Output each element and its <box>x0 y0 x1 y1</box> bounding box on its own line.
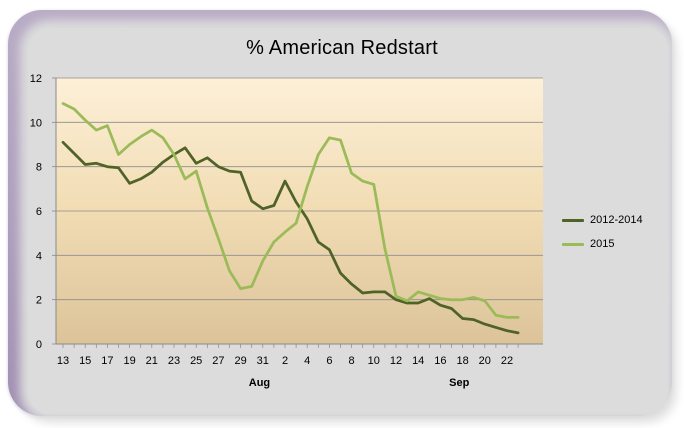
x-tick-label: 22 <box>501 355 513 367</box>
x-tick-label: 20 <box>479 355 491 367</box>
x-tick-label: 25 <box>190 355 202 367</box>
x-tick-label: 15 <box>79 355 91 367</box>
x-tick-label: 21 <box>146 355 158 367</box>
x-tick-label: 10 <box>368 355 380 367</box>
x-tick-label: 14 <box>412 355 424 367</box>
x-month-label: Aug <box>249 377 270 389</box>
x-tick-label: 2 <box>282 355 288 367</box>
x-tick-label: 13 <box>57 355 69 367</box>
x-tick-label: 19 <box>123 355 135 367</box>
x-tick-label: 29 <box>234 355 246 367</box>
legend-swatch-2015 <box>562 242 584 246</box>
chart-title: % American Redstart <box>246 37 438 59</box>
series-line-2015 <box>61 102 520 319</box>
x-tick-label: 16 <box>434 355 446 367</box>
x-tick-label: 17 <box>101 355 113 367</box>
legend-swatch-2012-2014 <box>562 218 584 222</box>
x-tick-label: 23 <box>168 355 180 367</box>
y-tick-label: 2 <box>36 295 42 307</box>
legend-item-2015: 2015 <box>562 237 643 251</box>
y-tick-label: 0 <box>36 339 42 351</box>
x-tick-label: 27 <box>212 355 224 367</box>
x-tick-label: 4 <box>304 355 310 367</box>
x-month-label: Sep <box>449 377 469 389</box>
y-tick-label: 8 <box>36 162 42 174</box>
legend-label-2015: 2015 <box>590 238 615 250</box>
x-tick-label: 12 <box>390 355 402 367</box>
y-tick-label: 6 <box>36 206 42 218</box>
y-tick-label: 12 <box>30 73 42 85</box>
y-tick-label: 10 <box>30 117 42 129</box>
x-tick-label: 8 <box>349 355 355 367</box>
x-tick-label: 31 <box>257 355 269 367</box>
legend-item-2012-2014: 2012-2014 <box>562 213 643 227</box>
legend: 2012-2014 2015 <box>562 213 643 261</box>
series-line-2012-2014 <box>61 140 520 335</box>
x-tick-label: 18 <box>456 355 468 367</box>
x-tick-label: 6 <box>326 355 332 367</box>
y-tick-label: 4 <box>36 250 42 262</box>
legend-label-2012-2014: 2012-2014 <box>590 214 643 226</box>
